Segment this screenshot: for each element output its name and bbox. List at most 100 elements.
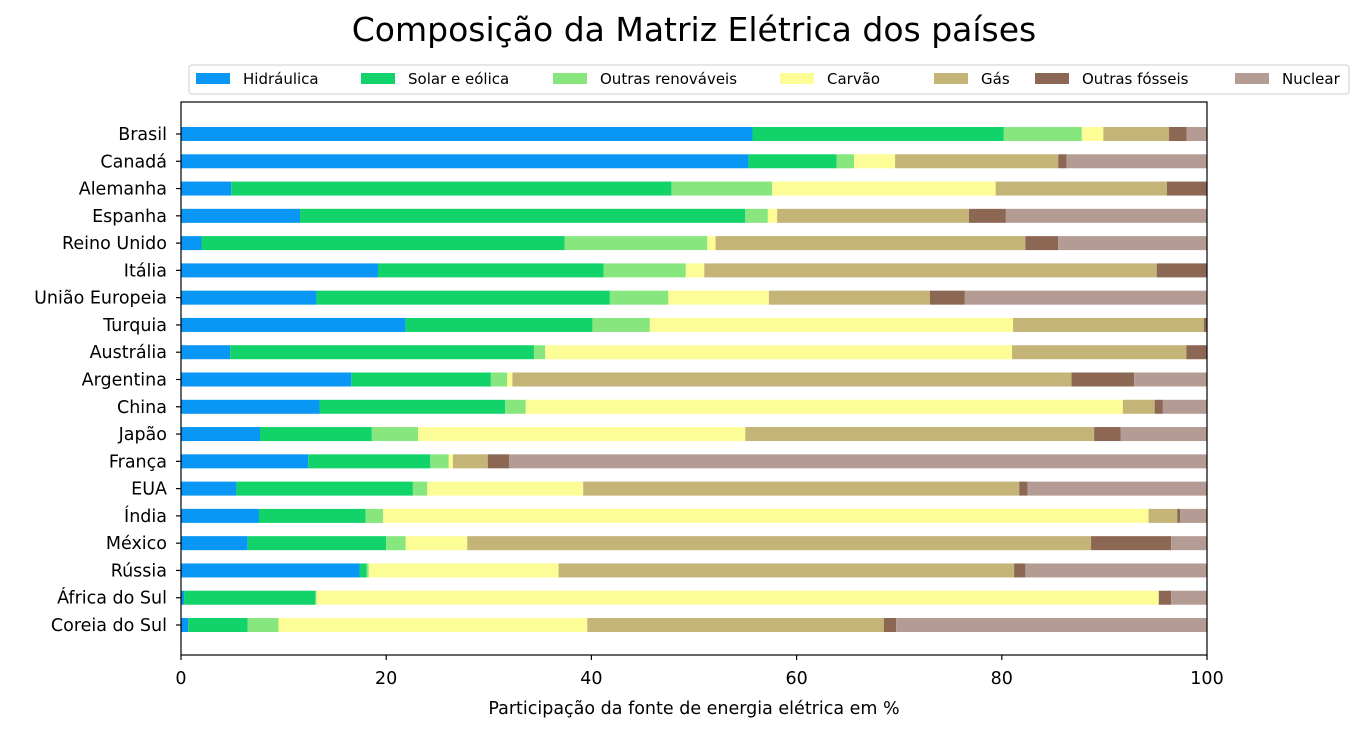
- legend-swatch-gas: [934, 73, 968, 84]
- bar-argentina-solar-e-eolica: [351, 372, 491, 387]
- bar-italia-solar-e-eolica: [377, 263, 604, 278]
- y-tick-label-india: Índia: [124, 505, 167, 527]
- bar-africa-do-sul-outras-renovaveis: [315, 590, 317, 605]
- bar-uniao-europeia-solar-e-eolica: [316, 290, 610, 305]
- bar-italia-hidraulica: [181, 263, 378, 278]
- bar-canada-nuclear: [1066, 154, 1207, 169]
- bar-argentina-outras-fosseis: [1071, 372, 1135, 387]
- bar-italia-carvao: [685, 263, 705, 278]
- bar-india-outras-renovaveis: [365, 508, 384, 523]
- bar-russia-gas: [558, 563, 1015, 578]
- bar-coreia-do-sul-hidraulica: [181, 618, 189, 632]
- bar-franca-outras-renovaveis: [430, 454, 449, 469]
- bar-mexico-gas: [467, 536, 1092, 551]
- y-tick-label-espanha: Espanha: [92, 207, 167, 227]
- bar-argentina-carvao: [507, 372, 513, 387]
- x-tick-label-80: 80: [991, 669, 1013, 689]
- y-tick-label-eua: EUA: [131, 480, 167, 500]
- bar-espanha-solar-e-eolica: [300, 208, 746, 223]
- y-tick-label-canada: Canadá: [100, 152, 167, 172]
- chart-title: Composição da Matriz Elétrica dos países: [351, 10, 1037, 49]
- x-tick-label-20: 20: [375, 669, 397, 689]
- bar-franca-solar-e-eolica: [308, 454, 431, 469]
- bar-espanha-outras-fosseis: [968, 208, 1006, 223]
- bar-reino-unido-nuclear: [1058, 236, 1207, 251]
- bar-turquia-outras-renovaveis: [592, 317, 650, 332]
- legend-label-hidraulica: Hidráulica: [243, 70, 319, 88]
- bar-russia-solar-e-eolica: [359, 563, 367, 578]
- bar-brasil-outras-fosseis: [1169, 127, 1187, 141]
- bar-russia-carvao: [368, 563, 559, 578]
- bar-canada-gas: [895, 154, 1059, 169]
- bar-espanha-nuclear: [1005, 208, 1207, 223]
- bar-china-hidraulica: [181, 399, 320, 414]
- legend-swatch-nuclear: [1235, 73, 1269, 84]
- bar-china-outras-fosseis: [1154, 399, 1163, 414]
- bar-mexico-nuclear: [1171, 536, 1207, 551]
- x-tick-label-60: 60: [785, 669, 807, 689]
- bar-mexico-outras-renovaveis: [386, 536, 406, 551]
- x-tick-label-40: 40: [580, 669, 602, 689]
- y-tick-label-coreia-do-sul: Coreia do Sul: [51, 616, 167, 636]
- bar-alemanha-solar-e-eolica: [231, 181, 672, 196]
- bar-italia-outras-fosseis: [1156, 263, 1207, 278]
- plot-frame: [180, 101, 1208, 656]
- bar-india-hidraulica: [181, 508, 259, 523]
- bar-uniao-europeia-carvao: [668, 290, 769, 305]
- legend-label-outras-renovaveis: Outras renováveis: [600, 70, 737, 88]
- bar-franca-carvao: [448, 454, 453, 469]
- legend: Hidráulica Solar e eólica Outras renovávei…: [188, 64, 1350, 95]
- legend-label-solar-e-eolica: Solar e eólica: [408, 70, 509, 88]
- bar-australia-solar-e-eolica: [230, 345, 534, 360]
- bar-africa-do-sul-outras-fosseis: [1158, 590, 1172, 605]
- bar-argentina-hidraulica: [181, 372, 352, 387]
- bar-alemanha-outras-fosseis: [1166, 181, 1207, 196]
- bar-coreia-do-sul-solar-e-eolica: [188, 618, 248, 632]
- legend-box: [188, 64, 1350, 95]
- bar-india-solar-e-eolica: [258, 508, 366, 523]
- bar-reino-unido-solar-e-eolica: [201, 236, 565, 251]
- bar-argentina-outras-renovaveis: [490, 372, 508, 387]
- bar-turquia-gas: [1013, 317, 1204, 332]
- bar-eua-outras-renovaveis: [412, 481, 428, 496]
- bar-africa-do-sul-nuclear: [1171, 590, 1207, 605]
- bar-turquia-carvao: [649, 317, 1014, 332]
- bar-australia-carvao: [545, 345, 1013, 360]
- y-tick-label-russia: Rússia: [111, 561, 167, 581]
- y-tick-label-brasil: Brasil: [118, 125, 167, 145]
- bar-coreia-do-sul-gas: [587, 618, 884, 632]
- legend-label-carvao: Carvão: [827, 70, 880, 88]
- bar-espanha-carvao: [767, 208, 778, 223]
- bar-brasil-carvao: [1081, 127, 1104, 141]
- x-tick-label-100: 100: [1190, 669, 1223, 689]
- y-tick-label-argentina: Argentina: [82, 371, 167, 391]
- bar-china-gas: [1122, 399, 1155, 414]
- y-tick-label-africa-do-sul: África do Sul: [57, 587, 167, 609]
- bar-reino-unido-gas: [715, 236, 1026, 251]
- bar-coreia-do-sul-carvao: [278, 618, 588, 632]
- bar-canada-outras-fosseis: [1058, 154, 1067, 169]
- y-tick-label-uniao-europeia: União Europeia: [34, 289, 167, 309]
- bar-russia-nuclear: [1025, 563, 1207, 578]
- bar-japao-solar-e-eolica: [260, 427, 372, 442]
- y-tick-label-china: China: [117, 398, 167, 418]
- bar-canada-solar-e-eolica: [748, 154, 837, 169]
- y-tick-label-italia: Itália: [124, 261, 167, 281]
- bar-japao-outras-renovaveis: [371, 427, 419, 442]
- x-tick-label-0: 0: [175, 669, 186, 689]
- bar-eua-carvao: [427, 481, 584, 496]
- legend-label-outras-fosseis: Outras fósseis: [1082, 70, 1189, 88]
- bar-italia-outras-renovaveis: [603, 263, 686, 278]
- bar-japao-nuclear: [1120, 427, 1207, 442]
- bar-uniao-europeia-nuclear: [964, 290, 1207, 305]
- y-tick-label-australia: Austrália: [90, 343, 167, 363]
- legend-swatch-outras-fosseis: [1035, 73, 1069, 84]
- bar-mexico-solar-e-eolica: [247, 536, 387, 551]
- bar-alemanha-hidraulica: [181, 181, 232, 196]
- bar-turquia-hidraulica: [181, 317, 406, 332]
- bar-japao-gas: [745, 427, 1095, 442]
- bar-uniao-europeia-gas: [768, 290, 930, 305]
- bar-australia-hidraulica: [181, 345, 231, 360]
- bar-russia-outras-renovaveis: [366, 563, 369, 578]
